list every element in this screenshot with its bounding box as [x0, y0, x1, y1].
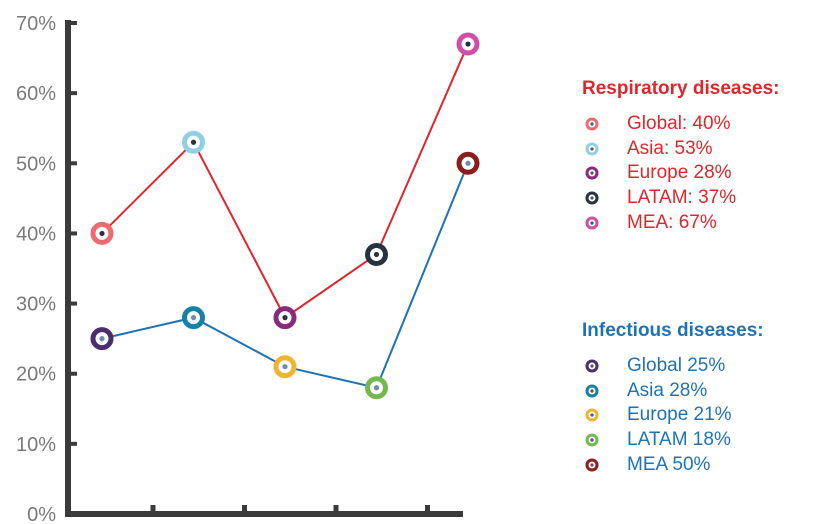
legend-item-respiratory-asia: Asia: 53% [582, 137, 780, 162]
legend-marker-icon [585, 458, 599, 472]
legend-label: Global 25% [627, 355, 726, 377]
legend-label: Global: 40% [627, 113, 731, 135]
legend-item-respiratory-latam: LATAM: 37% [582, 186, 780, 211]
y-tick-label: 60% [16, 83, 56, 105]
series-markers [90, 32, 480, 400]
x-axis [65, 505, 463, 517]
legend-marker-dot [590, 171, 594, 176]
legend-item-infectious-latam: LATAM 18% [582, 428, 764, 453]
data-point-respiratory-europe [273, 306, 297, 330]
data-point-infectious-mea [456, 151, 480, 175]
legend-label: MEA 50% [627, 453, 711, 475]
y-tick-label: 0% [27, 504, 56, 524]
legend-item-infectious-europe: Europe 21% [582, 403, 764, 428]
legend-item-infectious-asia: Asia 28% [582, 379, 764, 404]
data-point-infectious-asia [182, 306, 205, 330]
y-tick-label: 30% [16, 294, 56, 316]
legend-infectious: Infectious diseases: Global 25% Asia 28%… [582, 320, 764, 477]
legend-marker-icon [585, 408, 599, 422]
legend-marker-dot [590, 122, 594, 126]
data-point-dot [282, 315, 288, 321]
legend-label: LATAM 18% [627, 429, 731, 451]
legend-marker-icon [585, 359, 599, 373]
legend-marker-dot [590, 438, 594, 442]
legend-item-respiratory-global: Global: 40% [582, 112, 780, 137]
data-point-dot [465, 41, 471, 47]
legend-marker-icon [585, 117, 599, 131]
legend-item-respiratory-mea: MEA: 67% [582, 210, 780, 235]
legend-marker-icon [585, 216, 599, 230]
legend-respiratory: Respiratory diseases: Global: 40% Asia: … [582, 78, 780, 235]
legend-marker-dot [590, 196, 594, 200]
legend-label: Asia 28% [627, 379, 708, 401]
data-point-respiratory-global [90, 221, 114, 245]
legend-label: Europe 21% [627, 404, 732, 426]
legend-label: Europe 28% [627, 162, 732, 184]
data-point-dot [465, 160, 471, 166]
legend-item-infectious-mea: MEA 50% [582, 452, 764, 477]
legend-infectious-title: Infectious diseases: [582, 320, 764, 341]
legend-marker-dot [590, 389, 594, 393]
legend-label: LATAM: 37% [627, 187, 737, 209]
data-point-dot [99, 336, 105, 342]
legend-marker-dot [590, 413, 594, 418]
y-tick-label: 50% [16, 153, 56, 175]
y-tick-label: 40% [16, 223, 56, 245]
data-point-respiratory-mea [456, 32, 480, 56]
data-point-dot [282, 364, 288, 370]
data-point-dot [373, 385, 380, 391]
y-tick-label: 10% [16, 434, 56, 456]
legend-item-infectious-global: Global 25% [582, 354, 764, 379]
data-point-respiratory-asia [182, 130, 205, 154]
legend-marker-icon [585, 191, 599, 205]
series-line-respiratory [101, 43, 469, 320]
legend-marker-icon [585, 166, 599, 180]
legend-respiratory-title: Respiratory diseases: [582, 78, 780, 99]
series-line-infectious [101, 162, 469, 389]
data-point-infectious-latam [365, 376, 388, 400]
y-tick-label: 20% [16, 364, 56, 386]
legend-marker-icon [585, 142, 599, 156]
data-point-dot [190, 139, 197, 145]
legend-label: Asia: 53% [627, 137, 713, 159]
data-point-dot [373, 251, 380, 258]
data-point-dot [99, 230, 105, 237]
legend-label: MEA: 67% [627, 211, 717, 233]
y-tick-label: 70% [16, 13, 56, 35]
legend-marker-dot [590, 147, 594, 151]
y-axis: 0% 10% 20% 30% 40% 50% 60% 70% [16, 13, 77, 524]
data-point-infectious-global [90, 327, 114, 351]
legend-item-respiratory-europe: Europe 28% [582, 161, 780, 186]
data-point-infectious-europe [273, 355, 297, 379]
legend-marker-icon [585, 433, 599, 447]
legend-marker-icon [585, 384, 599, 398]
data-point-dot [190, 315, 197, 321]
data-point-respiratory-latam [365, 242, 388, 266]
series-lines [101, 43, 469, 389]
legend-marker-dot [590, 463, 594, 467]
legend-marker-dot [590, 221, 594, 225]
legend-marker-dot [590, 364, 594, 368]
